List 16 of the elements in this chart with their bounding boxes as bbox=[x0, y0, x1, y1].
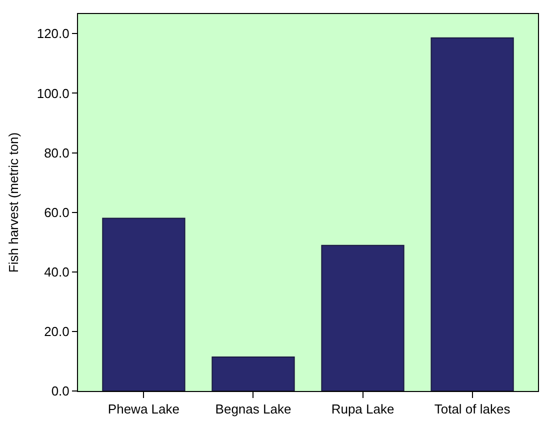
y-axis-title: Fish harvest (metric ton) bbox=[6, 132, 21, 273]
x-tick-label: Rupa Lake bbox=[331, 402, 394, 417]
x-tick-label: Begnas Lake bbox=[215, 402, 292, 417]
y-tick-label: 0.0 bbox=[51, 384, 70, 399]
y-tick-label: 80.0 bbox=[44, 145, 70, 160]
bar bbox=[102, 218, 186, 391]
x-tick-label: Phewa Lake bbox=[108, 402, 180, 417]
bar bbox=[212, 356, 295, 391]
y-tick-label: 100.0 bbox=[36, 86, 70, 101]
bar bbox=[321, 244, 404, 391]
bar bbox=[430, 37, 514, 391]
y-tick-label: 20.0 bbox=[44, 324, 70, 339]
x-tick-label: Total of lakes bbox=[434, 402, 511, 417]
y-tick-label: 120.0 bbox=[36, 26, 70, 42]
y-tick-label: 40.0 bbox=[44, 264, 70, 280]
y-tick-label: 60.0 bbox=[44, 204, 70, 220]
